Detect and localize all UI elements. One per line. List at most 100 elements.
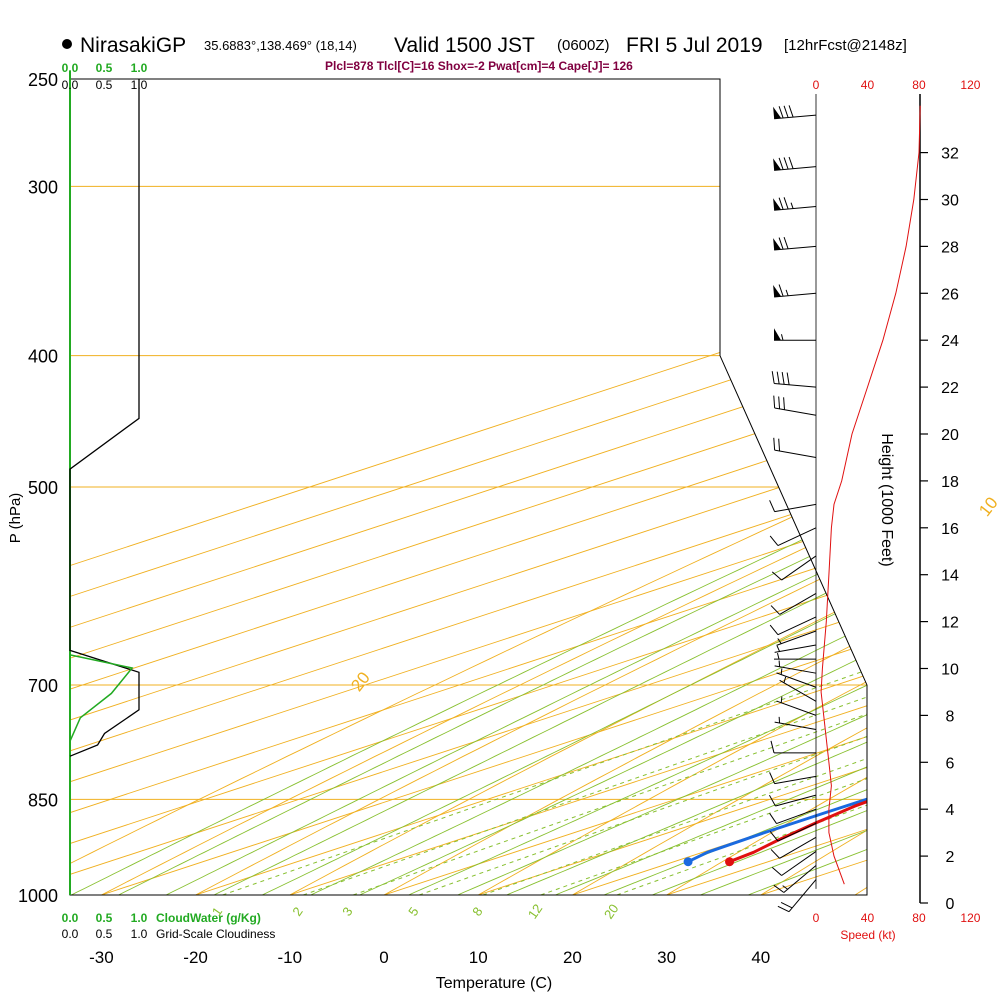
mixing-ratio-label: 20	[601, 901, 622, 921]
speed-tick-bottom: 0	[813, 911, 820, 925]
pressure-axis-label: P (hPa)	[7, 493, 24, 544]
mixing-ratio-line	[222, 355, 867, 895]
temperature-tick-label: -10	[278, 948, 303, 967]
cloud-water-tick-top: 0.0	[62, 61, 79, 75]
wind-barb	[768, 794, 817, 807]
wind-barb-staff	[775, 794, 817, 807]
wind-barb-staff	[774, 665, 817, 674]
wind-barb-staff	[777, 616, 817, 636]
wind-barb	[777, 879, 817, 913]
plot-frame	[69, 71, 868, 896]
height-axis-label: Height (1000 Feet)	[878, 433, 895, 566]
wind-barb	[779, 676, 817, 702]
wind-barb-flag	[768, 794, 776, 807]
wind-barb-flag	[769, 813, 777, 824]
speed-tick-top: 0	[813, 78, 820, 92]
surface-dewpoint-dot	[683, 857, 693, 867]
temperature-tick-label: 20	[563, 948, 582, 967]
mixing-ratio-line	[482, 355, 867, 895]
moist-adiabat-line	[437, 101, 867, 895]
cloud-water-axis-label: CloudWater (g/Kg)	[156, 911, 261, 925]
temperature-line	[728, 79, 867, 864]
wind-barb-staff	[779, 593, 817, 615]
height-tick-label: 28	[941, 239, 959, 256]
isotherm-label: 10	[975, 493, 1000, 520]
dry-adiabat-line	[714, 79, 867, 895]
wind-barb-flag	[769, 624, 779, 635]
mixing-ratio-label: 5	[405, 904, 421, 919]
cloud-water-line	[69, 654, 134, 742]
cloud-water-tick-top: 0.5	[96, 61, 113, 75]
wind-barb-flag	[788, 105, 794, 118]
wind-barb-staff	[777, 527, 817, 547]
wind-barb-flag	[769, 831, 779, 842]
isotherm-line	[383, 79, 867, 895]
height-tick-label: 24	[941, 333, 959, 350]
wind-barb-flag	[778, 438, 781, 452]
moist-adiabat-line	[343, 101, 867, 895]
isotherm-line	[70, 79, 867, 895]
wind-barb-pennant	[773, 158, 782, 171]
cloudiness-tick-top: 0.0	[62, 78, 79, 92]
temperature-tick-label: 0	[379, 948, 388, 967]
mixing-ratio-line	[540, 355, 867, 895]
speed-tick-bottom: 120	[960, 911, 980, 925]
dry-adiabat-line	[427, 79, 867, 895]
wind-barb-pennant	[774, 328, 781, 341]
wind-barb-flag	[778, 237, 784, 250]
wind-barb	[770, 593, 817, 615]
wind-barb	[770, 836, 817, 859]
station-name: NirasakiGP	[80, 34, 186, 57]
moist-adiabat-line	[625, 101, 867, 895]
speed-tick-bottom: 40	[861, 911, 875, 925]
temperature-tick-label: 30	[657, 948, 676, 967]
wind-barb-half-flag	[783, 676, 787, 683]
wind-barb-flag	[770, 605, 780, 615]
dry-adiabat-line	[141, 79, 867, 895]
mixing-ratio-label: 8	[469, 904, 485, 919]
wind-barb-staff	[776, 808, 817, 825]
speed-tick-top: 80	[912, 78, 926, 92]
isotherm-label: 20	[347, 668, 374, 695]
wind-barb-staff	[774, 644, 817, 653]
wind-barb-flag	[783, 197, 789, 210]
height-tick-label: 14	[941, 568, 959, 585]
wind-barb-flag	[780, 902, 793, 909]
wind-barb	[773, 395, 817, 416]
moist-adiabat-line	[249, 101, 867, 895]
wind-barb	[771, 555, 817, 581]
wind-barb-pennant	[773, 238, 782, 251]
mixing-ratio-label: 2	[289, 904, 305, 919]
moist-adiabat-line	[578, 101, 867, 895]
wind-barb	[773, 197, 817, 211]
cloud-water-tick-bottom: 1.0	[131, 911, 148, 925]
height-tick-label: 32	[941, 146, 959, 163]
station-coords: 35.6883°,138.469° (18,14)	[204, 38, 357, 53]
wind-barb	[774, 652, 816, 660]
wind-barb	[769, 616, 817, 636]
height-tick-label: 10	[941, 662, 959, 679]
wind-barb-flag	[788, 156, 794, 169]
wind-barb-flag	[773, 884, 785, 893]
moist-adiabat-line	[107, 101, 867, 895]
height-tick-label: 20	[941, 427, 959, 444]
height-tick-label: 26	[941, 286, 959, 303]
mixing-ratio-label: 3	[339, 904, 355, 919]
wind-barb-staff	[783, 865, 817, 893]
isotherm-line	[70, 79, 867, 895]
wind-barb-pennant	[773, 285, 782, 297]
wind-barb-flag	[770, 740, 775, 754]
wind-barb-half-flag	[777, 638, 782, 644]
wind-barb	[776, 630, 817, 646]
height-tick-label: 30	[941, 193, 959, 210]
wind-barb-staff	[774, 721, 817, 730]
wind-barb-staff	[774, 503, 817, 513]
wind-barb	[773, 284, 817, 298]
dry-adiabat-line	[618, 79, 867, 895]
wind-barb-flag	[777, 905, 790, 913]
wind-barb-staff	[779, 679, 817, 702]
wind-barb-staff	[776, 700, 817, 716]
speed-tick-top: 120	[960, 78, 980, 92]
